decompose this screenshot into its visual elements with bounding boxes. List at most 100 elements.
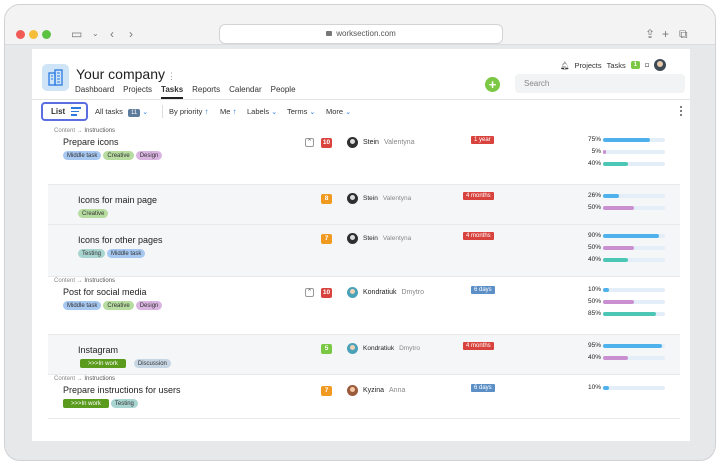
nav-reports[interactable]: Reports [192,85,221,94]
assignee[interactable]: Kondratiuk Dmytro [347,287,424,298]
nav-people[interactable]: People [270,85,296,94]
progress-fill [603,300,634,304]
progress-line: 40% [585,352,670,364]
assignee-first-name: Kyzina [363,387,385,394]
company-more-icon[interactable]: ⋮ [166,71,176,81]
tag-badge[interactable]: Creative [103,151,134,160]
assignee-avatar[interactable] [347,193,358,204]
task-tags: >>>In work Discussion [80,359,171,368]
tag-badge[interactable]: Testing [78,249,106,258]
progress-bars: 90% 50% 40% [585,230,670,266]
labels-filter[interactable]: Labels ⌄ [247,107,277,116]
new-tab-icon[interactable]: + [662,27,670,41]
forward-icon[interactable]: › [129,27,133,41]
share-icon[interactable]: ⇪ [645,27,656,41]
bell-icon[interactable]: 🔔︎ [560,60,570,70]
tag-badge[interactable]: Middle task [63,151,102,160]
task-title[interactable]: Prepare icons [63,137,119,147]
user-avatar[interactable] [654,59,666,71]
projects-link[interactable]: Projects [574,60,602,70]
close-window-button[interactable] [16,30,25,39]
task-row[interactable]: Content → Instructions Prepare icons Middl… [48,127,680,185]
address-bar[interactable]: worksection.com [219,24,503,44]
nav-tasks[interactable]: Tasks [161,85,184,99]
assignee-last-name: Anna [389,387,406,394]
subtask-row[interactable]: Icons for other pages Testing Middle task 7… [48,225,680,277]
subtask-row[interactable]: Icons for main page Creative 8 Stein Valenty… [48,185,680,225]
task-title[interactable]: Instagram [78,345,119,355]
minimize-window-button[interactable] [29,30,38,39]
priority-badge: 10 [321,138,332,148]
breadcrumb-project[interactable]: Content [54,128,76,134]
breadcrumb[interactable]: Content → Instructions [54,128,115,134]
tabs-overview-icon[interactable]: ⧉ [679,27,688,41]
tag-badge[interactable]: Creative [78,209,109,218]
assignee-avatar[interactable] [347,137,358,148]
breadcrumb-project[interactable]: Content [54,376,76,382]
breadcrumb-folder[interactable]: Instructions [84,278,116,284]
chevron-down-icon[interactable]: ⌄ [92,29,99,38]
subtask-row[interactable]: Instagram >>>In work Discussion 5 Kondratiuk… [48,335,680,375]
bookmark-icon[interactable]: ⌑ [645,60,649,70]
task-tags: Middle task Creative Design [63,151,163,160]
list-icon [71,107,81,118]
maximize-window-button[interactable] [42,30,51,39]
tag-badge[interactable]: Testing [110,399,138,408]
tag-badge[interactable]: >>>In work [80,359,126,368]
task-row[interactable]: Content → Instructions Prepare instructio… [48,375,680,419]
breadcrumb[interactable]: Content → Instructions [54,278,115,284]
assignee[interactable]: Stein Valentyna [347,193,411,204]
breadcrumb-project[interactable]: Content [54,278,76,284]
task-title[interactable]: Prepare instructions for users [63,385,181,395]
assignee-avatar[interactable] [347,385,358,396]
arrow-up-icon: ↑ [232,107,237,116]
terms-filter[interactable]: Terms ⌄ [287,107,315,116]
tag-badge[interactable]: Design [135,301,163,310]
collapse-icon[interactable]: ⌃ [305,288,314,297]
me-filter[interactable]: Me ↑ [220,107,237,116]
search-input[interactable]: Search [515,74,685,93]
progress-percent: 95% [587,342,601,349]
add-task-button[interactable]: + [485,77,500,92]
task-title[interactable]: Icons for main page [78,195,158,205]
task-title[interactable]: Post for social media [63,287,147,297]
assignee-avatar[interactable] [347,343,358,354]
progress-line: 26% [585,190,670,202]
tag-badge[interactable]: Creative [103,301,134,310]
kebab-menu-icon[interactable] [680,106,682,118]
tag-badge[interactable]: Design [135,151,163,160]
nav-calendar[interactable]: Calendar [229,85,262,94]
tasks-link[interactable]: Tasks [606,60,626,70]
nav-dashboard[interactable]: Dashboard [75,85,115,94]
task-row[interactable]: Content → Instructions Post for social me… [48,277,680,335]
assignee[interactable]: Stein Valentyna [347,137,415,148]
assignee-avatar[interactable] [347,233,358,244]
tag-badge[interactable]: Middle task [63,301,102,310]
progress-fill [603,288,609,292]
breadcrumb[interactable]: Content → Instructions [54,376,115,382]
tag-badge[interactable]: Discussion [133,359,171,368]
tag-badge[interactable]: Middle task [107,249,146,258]
assignee-first-name: Stein [363,195,378,202]
back-icon[interactable]: ‹ [110,27,114,41]
assignee[interactable]: Kondratiuk Dmytro [347,343,420,354]
nav-projects[interactable]: Projects [123,85,153,94]
company-name[interactable]: Your company ⋮ [76,66,176,82]
breadcrumb-folder[interactable]: Instructions [84,128,116,134]
more-filter[interactable]: More ⌄ [326,107,351,116]
progress-fill [603,356,628,360]
collapse-icon[interactable]: ⌃ [305,138,314,147]
assignee-avatar[interactable] [347,287,358,298]
sidebar-toggle-icon[interactable]: ▭ [71,27,83,41]
assignee[interactable]: Stein Valentyna [347,233,411,244]
progress-track [603,246,665,250]
list-view-button[interactable]: List [41,102,88,121]
progress-percent: 75% [587,136,601,143]
assignee[interactable]: Kyzina Anna [347,385,405,396]
all-tasks-filter[interactable]: All tasks 11 ⌄ [95,107,148,117]
task-title[interactable]: Icons for other pages [78,235,163,245]
tag-badge[interactable]: >>>In work [63,399,109,408]
progress-track [603,288,665,292]
breadcrumb-folder[interactable]: Instructions [84,376,116,382]
sort-by-priority[interactable]: By priority ↑ [169,107,208,116]
